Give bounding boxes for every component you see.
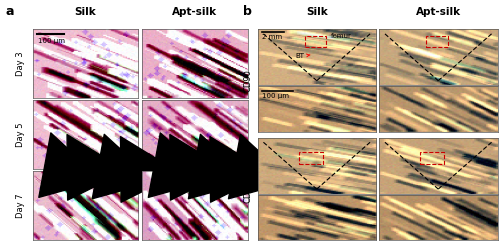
Text: 100 μm: 100 μm [262, 93, 289, 99]
Text: 2 mm: 2 mm [262, 34, 282, 40]
Text: CD90: CD90 [244, 69, 252, 92]
Text: Day 7: Day 7 [16, 193, 25, 218]
Text: Silk: Silk [74, 7, 96, 17]
Text: Silk: Silk [306, 7, 328, 17]
Text: BT: BT [296, 53, 310, 59]
Text: Apt-silk: Apt-silk [416, 7, 461, 17]
Text: CD105: CD105 [244, 175, 252, 203]
Text: Day 3: Day 3 [16, 51, 25, 76]
Text: a: a [5, 5, 14, 18]
Text: Apt-silk: Apt-silk [172, 7, 218, 17]
Text: Day 5: Day 5 [16, 122, 25, 147]
Text: b: b [242, 5, 252, 18]
Text: femur: femur [331, 33, 352, 39]
Text: 100 μm: 100 μm [38, 38, 65, 44]
